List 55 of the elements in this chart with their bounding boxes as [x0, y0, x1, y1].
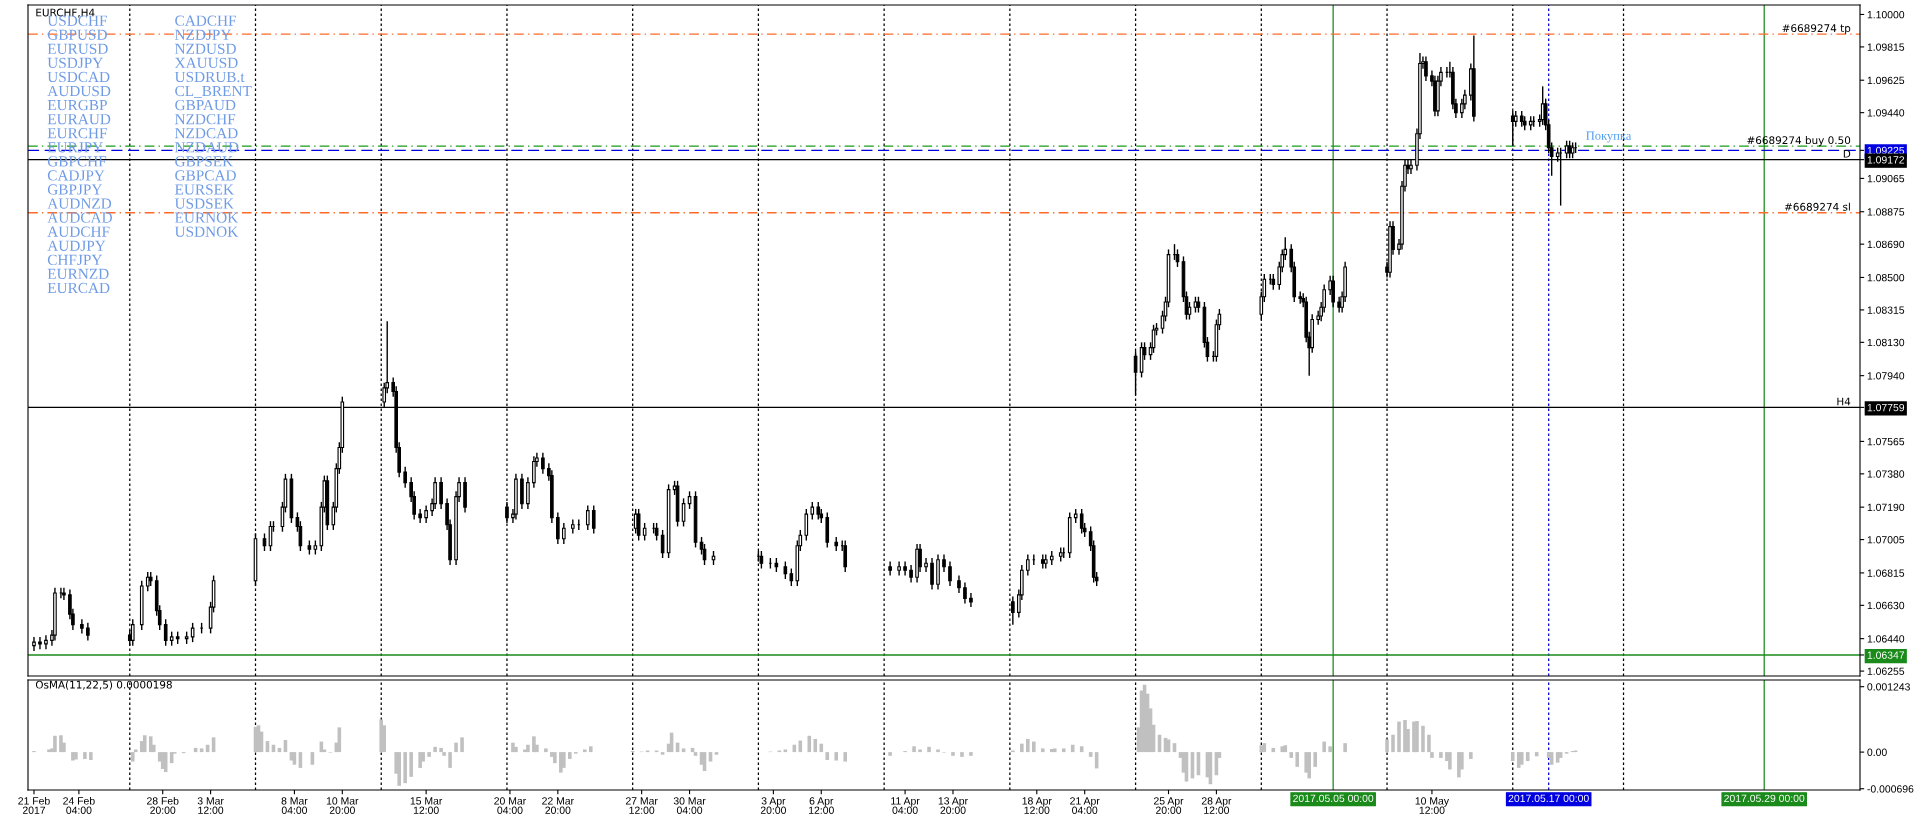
x-tick-label: 13 Apr 20:00	[938, 797, 968, 814]
y-tick-label: 1.09440	[1867, 109, 1905, 117]
y-tick-label: 1.08130	[1867, 338, 1905, 347]
x-tick-label: 3 Apr 20:00	[760, 797, 786, 814]
x-tick-label: 11 Apr 04:00	[891, 797, 920, 814]
y-tick-label: 1.06347	[1867, 651, 1905, 659]
x-tick-label: 30 Mar 04:00	[673, 797, 706, 814]
y-tick-label: 1.10000	[1867, 10, 1905, 19]
y-tick-label: 1.07759	[1867, 403, 1905, 412]
x-tick-label: 3 Mar 12:00	[197, 797, 224, 814]
y-tick-label: 1.09625	[1867, 76, 1905, 85]
y-tick-label: 1.08875	[1867, 208, 1905, 216]
x-tick-label: 25 Apr 20:00	[1153, 797, 1184, 814]
ref-line-label: H4	[1837, 397, 1851, 406]
y-tick-label: -0.000696	[1867, 785, 1914, 793]
ref-line-label: #6689274 tp	[1782, 24, 1851, 35]
ref-line-label: 2017.05.05 00:00	[1293, 794, 1374, 803]
x-tick-label: 27 Mar 12:00	[625, 797, 658, 814]
x-tick-label: 28 Apr 12:00	[1201, 797, 1232, 814]
x-tick-label: 8 Mar 04:00	[281, 797, 308, 814]
x-tick-label: 28 Feb 20:00	[147, 796, 179, 814]
y-tick-label: 1.08315	[1867, 306, 1905, 314]
x-tick-label: 10 Mar 20:00	[326, 797, 359, 814]
y-tick-label: 1.06440	[1867, 635, 1905, 643]
y-tick-label: 1.09172	[1867, 156, 1905, 164]
y-tick-label: 1.07940	[1867, 372, 1905, 380]
y-tick-label: 1.07380	[1867, 470, 1905, 478]
y-tick-label: 1.07565	[1867, 437, 1905, 446]
x-tick-label: 22 Mar 20:00	[542, 797, 574, 814]
y-tick-label: 1.07005	[1867, 536, 1905, 544]
y-tick-label: 1.06630	[1867, 601, 1905, 610]
x-tick-label: 21 Apr 04:00	[1070, 797, 1100, 814]
ref-line-label: 2017.05.29 00:00	[1724, 794, 1805, 803]
x-tick-label: 21 Feb 2017	[18, 796, 50, 814]
x-tick-label: 6 Apr 12:00	[809, 797, 834, 814]
y-tick-label: 1.07190	[1867, 503, 1905, 512]
x-tick-label: 10 May 12:00	[1415, 797, 1449, 814]
x-tick-label: 24 Feb 04:00	[63, 796, 95, 814]
y-tick-label: 1.06815	[1867, 569, 1905, 577]
y-tick-label: 1.09065	[1867, 174, 1905, 183]
ref-line-label: D	[1843, 149, 1851, 158]
ref-line-label: 2017.05.17 00:00	[1508, 794, 1589, 803]
chart-title: OsMA(11,22,5) 0.0000198	[35, 680, 172, 690]
ref-line-label: #6689274 sl	[1784, 202, 1850, 211]
annotation: Покупка	[1586, 131, 1632, 143]
x-tick-label: 18 Apr 12:00	[1022, 797, 1052, 814]
y-tick-label: 1.09815	[1867, 43, 1905, 51]
y-tick-label: 1.06255	[1867, 667, 1905, 675]
y-tick-label: 1.08500	[1867, 273, 1905, 282]
x-tick-label: 15 Mar 12:00	[410, 797, 443, 814]
y-tick-label: 0.00	[1867, 748, 1887, 756]
x-tick-label: 20 Mar 04:00	[494, 797, 526, 814]
y-tick-label: 1.08690	[1867, 240, 1905, 249]
y-tick-label: 1.09225	[1867, 146, 1905, 155]
y-tick-label: 0.001243	[1867, 683, 1910, 691]
